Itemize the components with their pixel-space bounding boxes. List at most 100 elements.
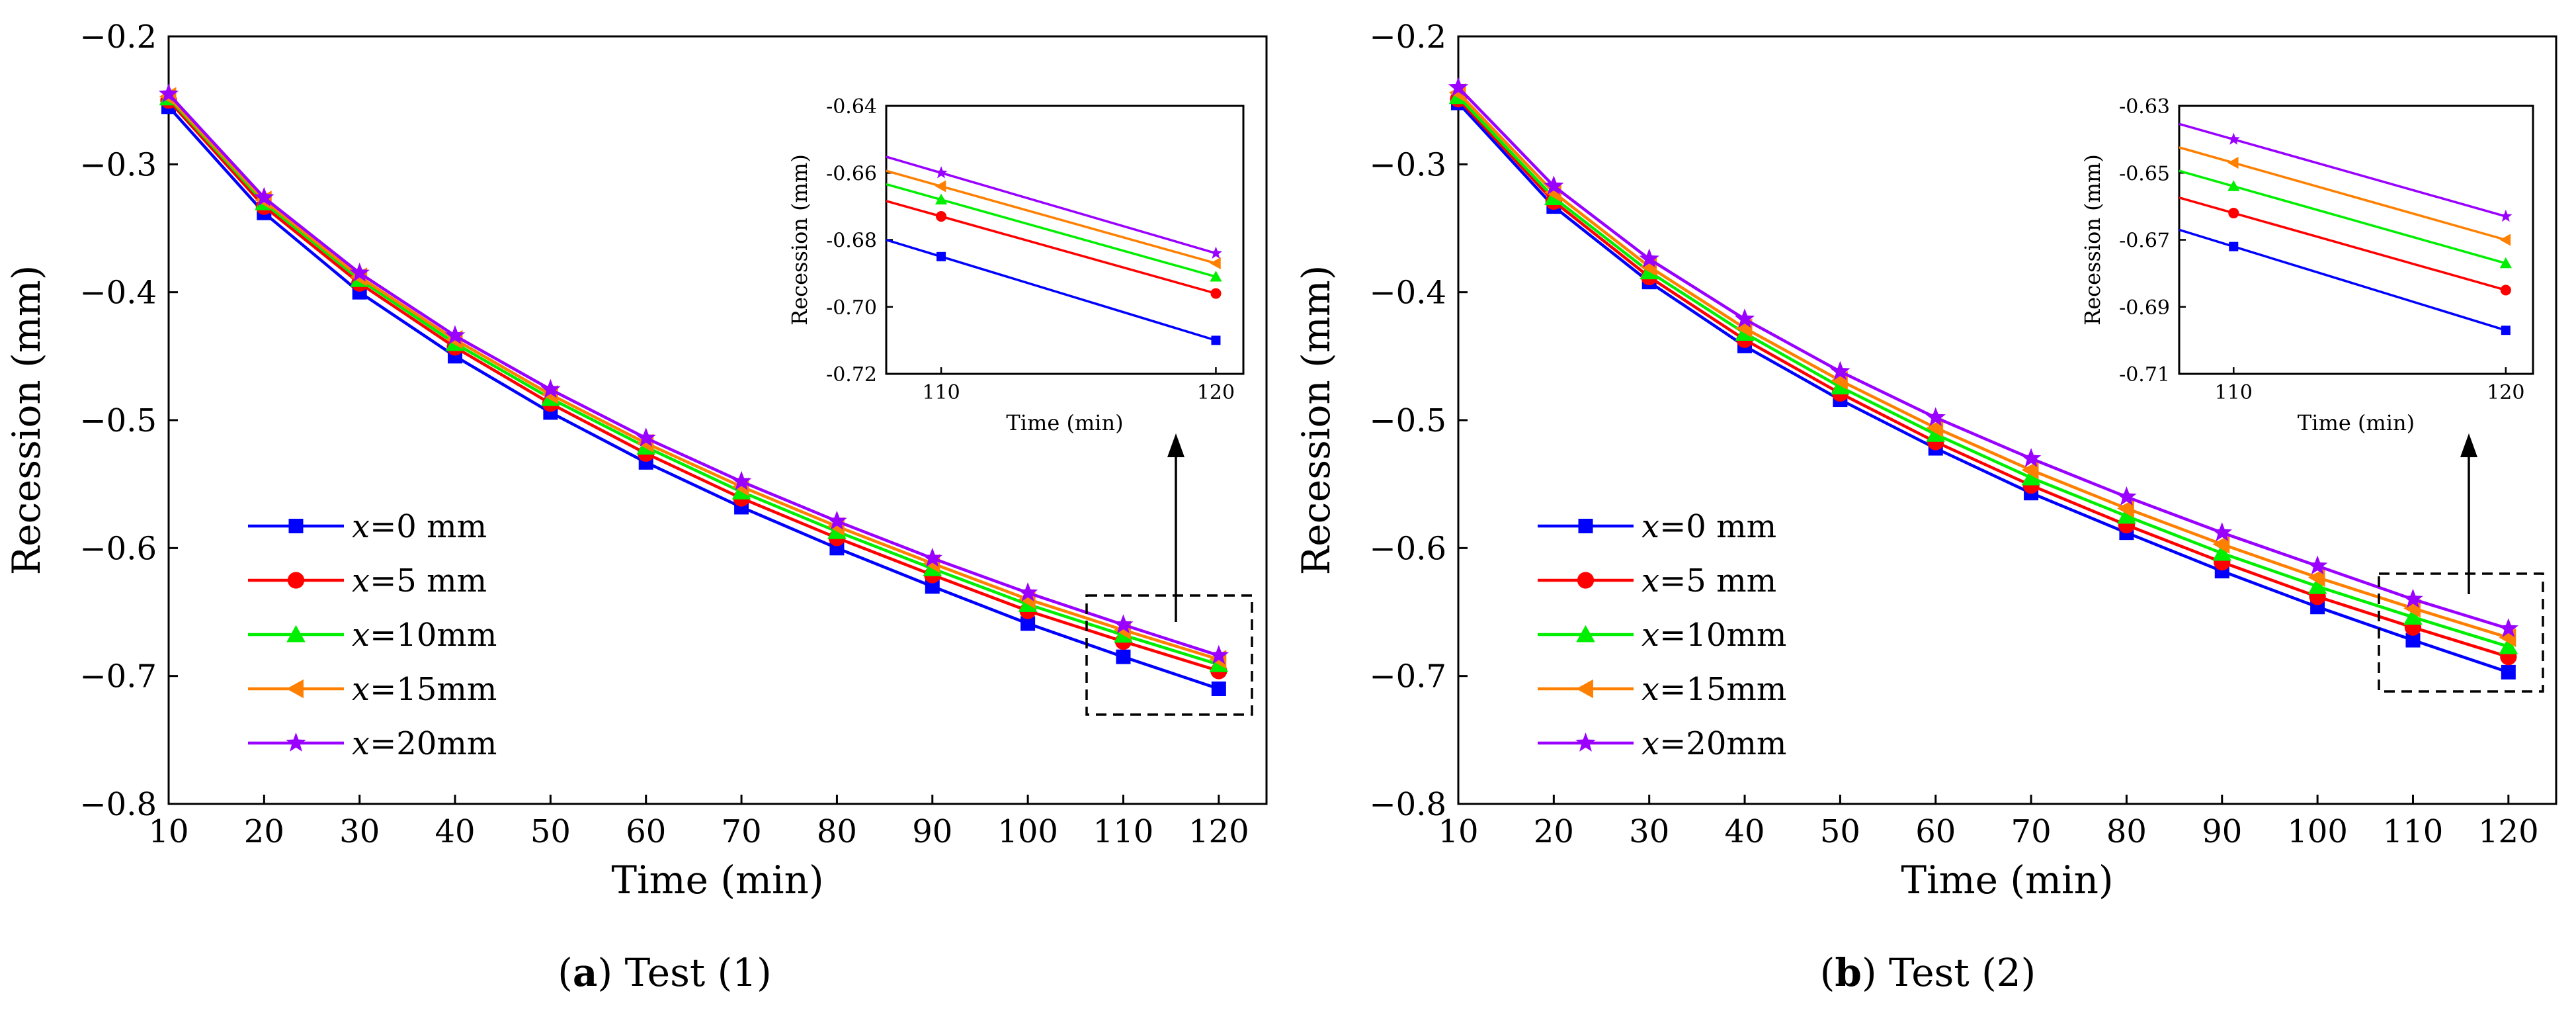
x-tick-label: 100 — [2287, 813, 2348, 850]
legend-marker — [1575, 732, 1596, 752]
legend-marker — [288, 519, 304, 533]
x-tick-label: 70 — [722, 813, 762, 850]
caption-text: Test (2) — [1889, 950, 2036, 995]
data-point — [1208, 644, 1229, 664]
y-tick-label: −0.5 — [1369, 402, 1446, 439]
y-tick-label: −0.8 — [1369, 786, 1446, 823]
inset-x-tick-label: 120 — [2487, 381, 2524, 404]
inset-y-tick-label: -0.65 — [2119, 162, 2170, 185]
legend-variable: x — [352, 562, 370, 599]
data-point — [444, 325, 466, 345]
data-point — [2117, 506, 2136, 524]
inset-data-point — [2499, 257, 2512, 269]
data-point — [1639, 248, 1659, 268]
x-tick-label: 10 — [148, 813, 188, 850]
arrow-head — [2460, 433, 2477, 457]
inset-data-point — [1211, 335, 1221, 345]
panel-caption: (a) Test (1) — [558, 950, 772, 995]
zoom-box — [2378, 572, 2544, 693]
x-tick-label: 90 — [2202, 813, 2242, 850]
inset-data-point — [936, 251, 946, 261]
data-point — [925, 579, 940, 594]
data-point — [2499, 637, 2518, 654]
legend-marker — [1577, 572, 1595, 589]
data-point — [349, 262, 370, 282]
data-point — [1018, 582, 1038, 601]
data-point — [1831, 377, 1850, 395]
series-line-0 — [167, 105, 1220, 691]
data-point — [2403, 588, 2423, 608]
data-point — [1925, 407, 1946, 426]
y-tick-label: −0.6 — [1369, 530, 1446, 567]
caption-close-paren: ) — [1862, 950, 1889, 995]
arrow-head — [1167, 433, 1184, 457]
inset-data-point — [936, 211, 947, 222]
inset-y-tick-label: -0.70 — [826, 296, 877, 320]
legend-label: =20mm — [1659, 725, 1786, 762]
x-tick-label: 80 — [817, 813, 857, 850]
chart-panel-b: 10 20 30 40 50 60 70 80 90 100 110 120 −0.2 −0.3 −0.4 −… — [1294, 19, 2557, 995]
inset-y-tick-label: -0.66 — [826, 162, 877, 185]
inset-data-point — [935, 180, 946, 193]
x-tick-label: 60 — [626, 813, 666, 850]
legend-marker — [287, 572, 305, 589]
legend-label: =10mm — [370, 617, 497, 654]
data-point — [2021, 461, 2039, 480]
series-line-2 — [1457, 95, 2509, 648]
data-point — [254, 187, 274, 206]
zoom-box — [1085, 594, 1253, 716]
y-tick-label: −0.5 — [79, 402, 157, 439]
legend-marker — [286, 732, 306, 752]
inset-y-tick-label: -0.68 — [826, 230, 877, 253]
chart-panel-a: 10 20 30 40 50 60 70 80 90 100 110 120 −0.2 −0.3 −0.4 −… — [4, 19, 1268, 995]
y-tick-label: −0.8 — [79, 786, 157, 823]
x-tick-label: 120 — [2478, 813, 2539, 850]
inset-data-point — [2227, 180, 2240, 191]
data-point — [158, 83, 179, 103]
data-point — [1448, 77, 1469, 97]
series-line-4 — [1457, 86, 2509, 631]
data-point — [731, 470, 752, 490]
series-line-1 — [1457, 98, 2509, 658]
inset-y-tick-label: -0.71 — [2119, 363, 2170, 386]
series-line-3 — [167, 95, 1220, 661]
legend-entry-2: x=10mm — [1641, 617, 1786, 654]
data-point — [540, 378, 561, 398]
y-axis-label: Recession (mm) — [1294, 265, 1339, 576]
x-tick-label: 50 — [530, 813, 571, 850]
x-tick-label: 100 — [997, 813, 1058, 850]
legend-variable: x — [1641, 617, 1659, 654]
y-axis-label: Recession (mm) — [4, 265, 49, 576]
data-point — [2307, 568, 2325, 588]
data-point — [1734, 308, 1755, 328]
x-tick-label: 110 — [2383, 813, 2444, 850]
inset-chart: 110 120 -0.64 -0.66 -0.68 -0.70 -0.72 Time (min… — [787, 95, 1245, 435]
inset-y-axis-label: Recession (mm) — [787, 154, 812, 326]
legend-entry-3: x=15mm — [1641, 671, 1786, 708]
inset-data-point — [2227, 156, 2239, 169]
caption-text: Test (1) — [625, 950, 772, 995]
inset-data-point — [2499, 234, 2511, 246]
x-tick-label: 120 — [1188, 813, 1249, 850]
legend-variable: x — [1641, 671, 1659, 708]
legend-marker — [1578, 519, 1593, 533]
data-point — [1926, 424, 1946, 442]
x-tick-label: 30 — [339, 813, 380, 850]
inset-x-axis-label: Time (min) — [1006, 410, 1123, 435]
inset-x-tick-label: 120 — [1197, 381, 1235, 404]
legend-label: =15mm — [370, 671, 497, 708]
legend-entry-4: x=20mm — [1641, 725, 1786, 762]
inset-frame — [2178, 105, 2534, 375]
x-tick-label: 110 — [1093, 813, 1154, 850]
legend-variable: x — [1641, 562, 1659, 599]
y-tick-label: −0.2 — [1369, 19, 1446, 56]
legend-variable: x — [352, 508, 370, 545]
legend-variable: x — [352, 617, 370, 654]
caption-open-paren: ( — [1820, 950, 1835, 995]
data-point — [2212, 543, 2232, 561]
inset-data-point — [1210, 271, 1222, 282]
x-axis-label: Time (min) — [1901, 858, 2113, 903]
legend-entry-1: x=5 mm — [352, 562, 487, 599]
